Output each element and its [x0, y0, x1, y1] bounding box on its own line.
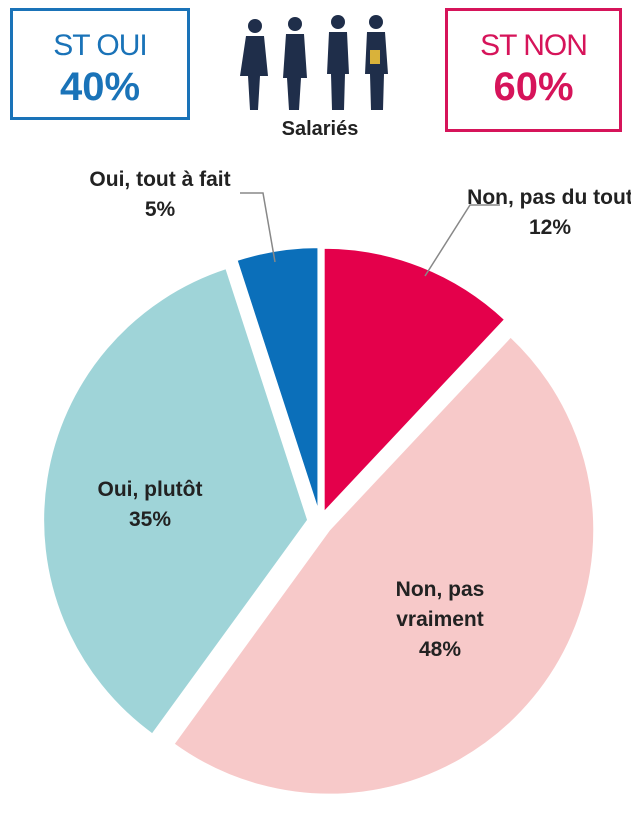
slice-name: Non, pas vraiment — [355, 575, 525, 635]
slice-value: 12% — [465, 213, 631, 243]
summary-value: 60% — [448, 65, 619, 110]
slice-name: Oui, tout à fait — [75, 165, 245, 195]
slice-value: 35% — [65, 505, 235, 535]
summary-label: ST OUI — [13, 29, 187, 63]
people-icon — [240, 15, 388, 110]
page: Salariés ST OUI40% ST NON60% Non, pas du t… — [0, 0, 631, 819]
summary-label: ST NON — [448, 29, 619, 63]
slice-name: Non, pas du tout — [465, 183, 631, 213]
slice-value: 48% — [355, 635, 525, 665]
subtitle: Salariés — [230, 118, 410, 141]
summary-value: 40% — [13, 65, 187, 110]
slice-value: 5% — [75, 195, 245, 225]
slice-name: Oui, plutôt — [65, 475, 235, 505]
